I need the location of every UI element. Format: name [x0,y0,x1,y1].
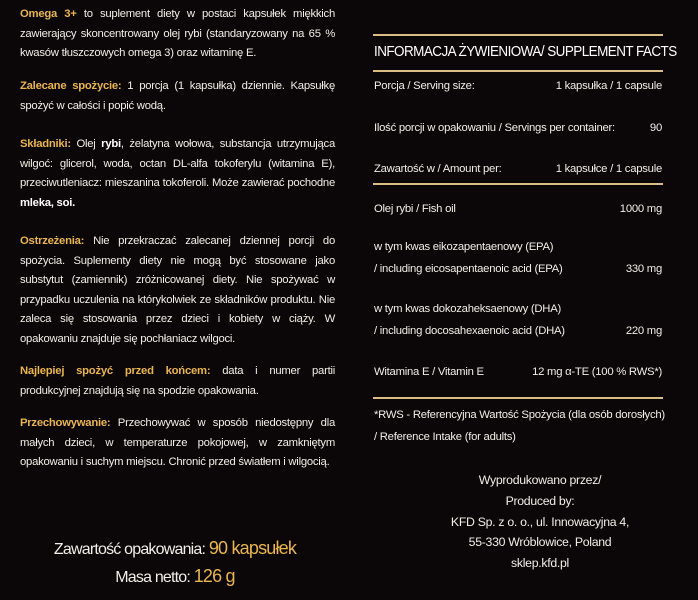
package-contents: Zawartość opakowania: 90 kapsułek [0,538,350,559]
storage-heading: Przechowywanie: [20,417,111,429]
row-value: 1 kapsułce / 1 capsule [555,163,663,175]
divider [373,183,663,185]
allergen-fish: rybi [101,138,121,150]
ingredients-paragraph: Składniki: Olej rybi, żelatyna wołowa, s… [20,135,335,213]
divider [373,34,663,36]
row-value: 330 mg [625,263,662,275]
net-weight-label: Masa netto: [115,569,194,586]
allergen-milk-soy: mleka, soi. [20,196,76,209]
row-value: 1000 mg [619,203,662,215]
row-label: w tym kwas dokozaheksaenowy (DHA) [374,303,562,315]
net-weight-value: 126 g [193,566,236,586]
facts-title: INFORMACJA ŻYWIENIOWA/ SUPPLEMENT FACTS [374,44,677,60]
row-label: Zawartość w / Amount per: [374,163,502,175]
producer-line: Produced by: [505,493,575,508]
row-value: 90 [649,122,662,134]
row-label-en: / including docosahexaenoic acid (DHA) [374,325,565,337]
producer-address: KFD Sp. z o. o., ul. Innowacyjna 4, [450,514,630,529]
best-before-heading: Najlepiej spożyć przed końcem: [20,365,211,377]
row-value: 220 mg [625,325,662,337]
producer-line: Wyprodukowano przez/ [478,473,602,487]
product-name: Omega 3+ [20,8,77,20]
warnings-paragraph: Ostrzeżenia: Nie przekraczać zalecanej d… [20,232,335,350]
row-value: 1 kapsułka / 1 capsule [555,80,663,92]
storage-text: Przechowywać w sposób niedostępny dla ma… [20,417,335,469]
divider [373,397,663,399]
contents-value: 90 kapsułek [208,538,297,558]
storage-paragraph: Przechowywanie: Przechowywać w sposób ni… [20,414,335,473]
row-label: Olej rybi / Fish oil [374,203,456,215]
rws-note-pl: *RWS - Referencyjna Wartość Spożycia (dl… [374,409,665,421]
contents-label: Zawartość opakowania: [53,541,209,558]
warnings-text: Nie przekraczać zalecanej dziennej porcj… [20,235,335,345]
usage-paragraph: Zalecane spożycie: 1 porcja (1 kapsułka)… [20,77,335,116]
producer-info: Wyprodukowano przez/ Produced by: KFD Sp… [390,470,690,574]
row-label: Porcja / Serving size: [374,80,475,92]
row-value: 12 mg α-TE (100 % RWS*) [532,366,662,378]
rws-note-en: / Reference Intake (for adults) [374,430,516,443]
usage-heading: Zalecane spożycie: [20,80,122,92]
best-before-paragraph: Najlepiej spożyć przed końcem: data i nu… [20,362,335,401]
ingredients-heading: Składniki: [20,138,71,150]
rws-note: *RWS - Referencyjna Wartość Spożycia (dl… [374,405,665,448]
warnings-heading: Ostrzeżenia: [20,235,85,247]
ingredients-text: Olej [70,138,102,150]
intro-text: to suplement diety w postaci kapsułek mi… [20,8,335,60]
producer-city: 55-330 Wróblowice, Poland [468,535,612,550]
intro-paragraph: Omega 3+ to suplement diety w postaci ka… [20,5,335,64]
best-before-text: data i numer partii produkcyjnej znajduj… [20,365,335,397]
row-label: w tym kwas eikozapentaenowy (EPA) [374,241,554,253]
row-label: Ilość porcji w opakowaniu / Servings per… [374,122,615,134]
producer-website: sklep.kfd.pl [511,556,569,571]
ingredients-text: , żelatyna wołowa, substancja utrzymując… [20,138,335,190]
row-label: Witamina E / Vitamin E [374,366,484,378]
usage-text: 1 porcja (1 kapsułka) dziennie. Kapsułkę… [20,80,335,112]
row-label-en: / including eicosapentaenoic acid (EPA) [374,263,563,275]
net-weight: Masa netto: 126 g [0,566,350,587]
divider [373,70,663,72]
